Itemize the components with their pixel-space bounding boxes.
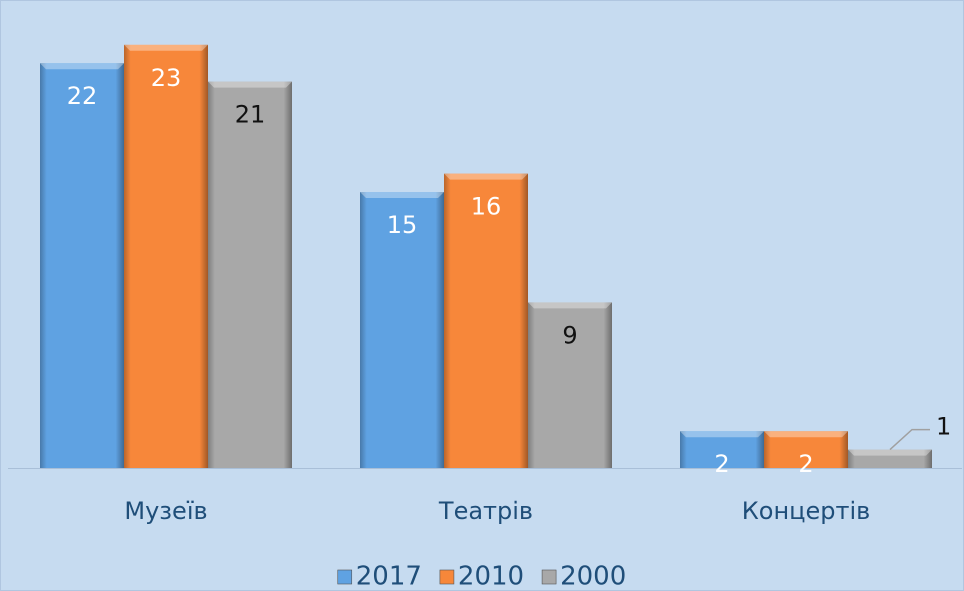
value-label: 21 xyxy=(235,101,266,129)
value-label: 1 xyxy=(936,413,951,441)
bar-bevel xyxy=(208,81,292,88)
legend-label: 2010 xyxy=(458,562,524,591)
value-label: 2 xyxy=(714,450,729,478)
bar-shade xyxy=(360,192,444,468)
value-label: 23 xyxy=(151,64,182,92)
bar-bevel xyxy=(124,44,208,51)
bar-shade xyxy=(40,63,124,468)
x-tick-label: Музеїв xyxy=(124,497,207,525)
bar-bevel xyxy=(40,63,124,70)
leader-line xyxy=(889,428,930,451)
value-label: 16 xyxy=(471,193,502,221)
bar-shade xyxy=(208,81,292,468)
legend-swatch xyxy=(439,569,455,585)
bar-shade xyxy=(764,431,848,468)
bar-bevel xyxy=(528,302,612,309)
bar-bevel xyxy=(444,173,528,180)
legend-label: 2000 xyxy=(560,562,626,591)
bar-shade xyxy=(124,44,208,469)
bar-bevel xyxy=(848,449,932,456)
value-label: 15 xyxy=(387,211,418,239)
x-tick-label: Театрів xyxy=(438,497,533,525)
x-tick-label: Концертів xyxy=(742,497,871,525)
bar-shade xyxy=(848,449,932,468)
legend-swatch xyxy=(541,569,557,585)
value-label: 9 xyxy=(562,321,577,349)
bar-shade xyxy=(528,302,612,468)
bar-shade xyxy=(444,173,528,468)
legend-swatch xyxy=(337,569,353,585)
value-label: 22 xyxy=(67,82,98,110)
legend-label: 2017 xyxy=(356,562,422,591)
bar-bevel xyxy=(764,431,848,438)
value-label: 2 xyxy=(798,450,813,478)
bar-bevel xyxy=(360,192,444,198)
bar-shade xyxy=(680,431,764,468)
bar-bevel xyxy=(680,431,764,438)
